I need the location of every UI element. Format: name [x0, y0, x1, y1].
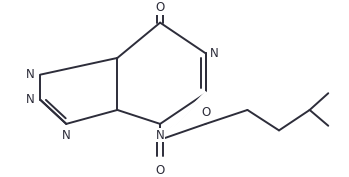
Text: O: O	[201, 106, 210, 119]
Text: N: N	[62, 129, 70, 142]
Text: O: O	[155, 164, 165, 177]
Text: N: N	[210, 47, 219, 60]
Text: N: N	[26, 68, 35, 81]
Text: N: N	[26, 93, 35, 106]
Text: N: N	[156, 129, 164, 142]
Text: O: O	[155, 1, 165, 14]
